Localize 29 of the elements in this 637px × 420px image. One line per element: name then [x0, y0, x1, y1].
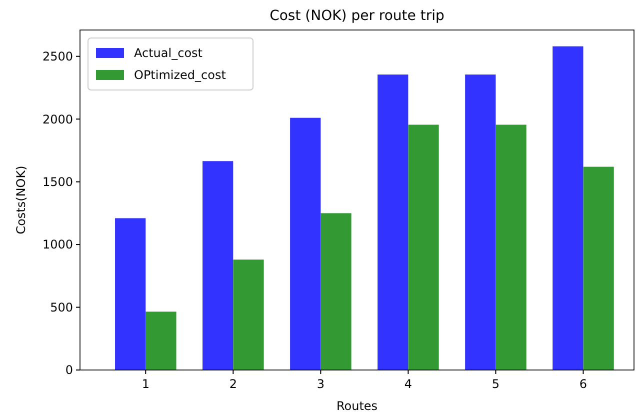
- y-axis-title: Costs(NOK): [14, 166, 28, 234]
- bar: [146, 312, 176, 370]
- x-tick-label: 6: [579, 377, 588, 391]
- x-tick-label: 4: [404, 377, 412, 391]
- bar: [465, 74, 496, 370]
- y-tick-label: 500: [50, 300, 73, 314]
- bar: [290, 118, 321, 370]
- bar: [233, 260, 264, 370]
- bar: [583, 166, 614, 370]
- legend-label: Actual_cost: [134, 46, 203, 60]
- chart-title: Cost (NOK) per route trip: [270, 8, 445, 24]
- bar: [496, 124, 526, 370]
- bar: [202, 161, 234, 370]
- bar: [115, 218, 146, 370]
- y-tick-label: 2500: [42, 50, 73, 64]
- legend-label: OPtimized_cost: [134, 68, 226, 82]
- y-tick-label: 1000: [42, 238, 73, 252]
- x-tick-label: 3: [316, 377, 324, 391]
- bar: [378, 74, 408, 370]
- x-axis-title: Routes: [336, 399, 378, 413]
- bar: [408, 124, 439, 370]
- y-tick-label: 1500: [42, 175, 73, 190]
- x-tick-label: 5: [492, 377, 500, 391]
- bar: [552, 46, 584, 370]
- x-tick-label: 2: [229, 377, 237, 391]
- x-tick-label: 1: [142, 377, 150, 391]
- y-tick-label: 2000: [42, 112, 73, 126]
- bar: [320, 213, 352, 370]
- y-tick-label: 0: [65, 363, 73, 378]
